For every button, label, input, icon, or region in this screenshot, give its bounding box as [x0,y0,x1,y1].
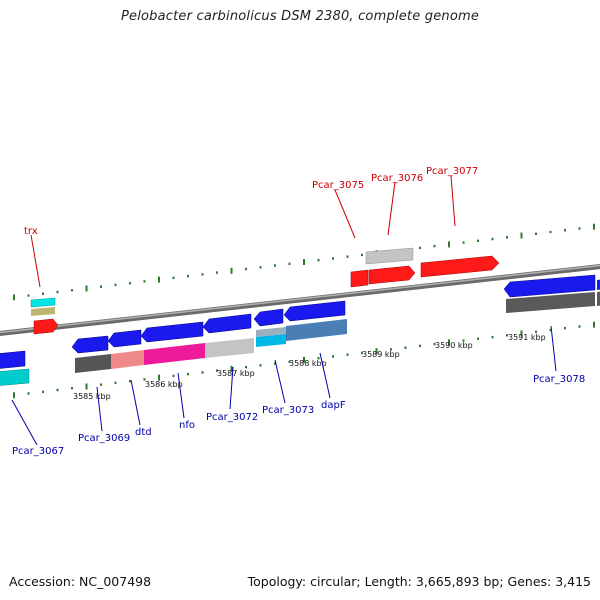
gene-arrow[interactable] [107,329,142,348]
gene-label[interactable]: Pcar_3078 [533,374,585,385]
kbp-label: 3585 kbp [73,392,111,401]
gene-arrow[interactable] [30,297,56,308]
gene-arrow[interactable] [33,318,59,335]
gene-arrow[interactable] [202,313,252,334]
genome-backbone [0,264,600,336]
gene-arrow[interactable] [365,247,414,265]
gene-label[interactable]: Pcar_3069 [78,433,130,444]
gene-arrow[interactable] [256,334,286,347]
kbp-label: 3587 kbp [217,369,255,378]
kbp-labels: 3585 kbp 3586 kbp 3587 kbp 3588 kbp 3589… [73,333,546,401]
label-leader-lines [11,175,557,446]
reverse-scale-ticks [13,321,595,399]
kbp-label: 3590 kbp [435,341,473,350]
gene-arrow[interactable] [144,343,205,365]
gene-arrow[interactable] [597,279,600,290]
gene-arrow[interactable] [368,265,416,285]
gene-arrow[interactable] [253,308,284,327]
reverse-gene-labels: Pcar_3067 Pcar_3069 dtd nfo Pcar_3072 Pc… [12,374,585,457]
gene-label[interactable]: dapF [321,400,346,411]
gene-label[interactable]: Pcar_3072 [206,412,258,423]
kbp-label: 3586 kbp [145,380,183,389]
gene-arrow[interactable] [140,321,204,343]
accession-text: Accession: NC_007498 [9,574,152,589]
gene-arrow[interactable] [420,255,500,278]
gene-arrow[interactable] [205,338,254,358]
gene-arrow[interactable] [506,292,595,313]
gene-arrow[interactable] [597,291,600,306]
gene-label[interactable]: Pcar_3075 [312,180,364,191]
page-title: Pelobacter carbinolicus DSM 2380, comple… [120,9,480,24]
gene-label[interactable]: trx [24,226,38,237]
gene-label[interactable]: Pcar_3073 [262,405,314,416]
forward-strand-genes [30,247,500,335]
gene-label[interactable]: nfo [179,420,195,431]
gene-arrow[interactable] [71,335,109,354]
topology-text: Topology: circular; Length: 3,665,893 bp… [247,574,591,589]
gene-label[interactable]: dtd [135,427,152,438]
gene-arrow[interactable] [503,274,596,298]
gene-label[interactable]: Pcar_3077 [426,166,478,177]
kbp-label: 3588 kbp [289,359,327,368]
gene-label[interactable]: Pcar_3067 [12,446,64,457]
gene-arrow[interactable] [350,269,369,288]
gene-arrow[interactable] [0,368,30,386]
gene-arrow[interactable] [31,307,55,316]
gene-arrow[interactable] [111,350,144,369]
gene-label[interactable]: Pcar_3076 [371,173,423,184]
kbp-label: 3591 kbp [508,333,546,342]
gene-arrow[interactable] [256,327,286,337]
reverse-strand-genes [0,274,600,386]
kbp-label: 3589 kbp [362,350,400,359]
gene-arrow[interactable] [0,350,26,369]
gene-arrow[interactable] [286,319,347,341]
gene-arrow[interactable] [75,354,111,373]
forward-gene-labels: trx Pcar_3075 Pcar_3076 Pcar_3077 [24,166,478,237]
gene-arrow[interactable] [283,300,346,322]
